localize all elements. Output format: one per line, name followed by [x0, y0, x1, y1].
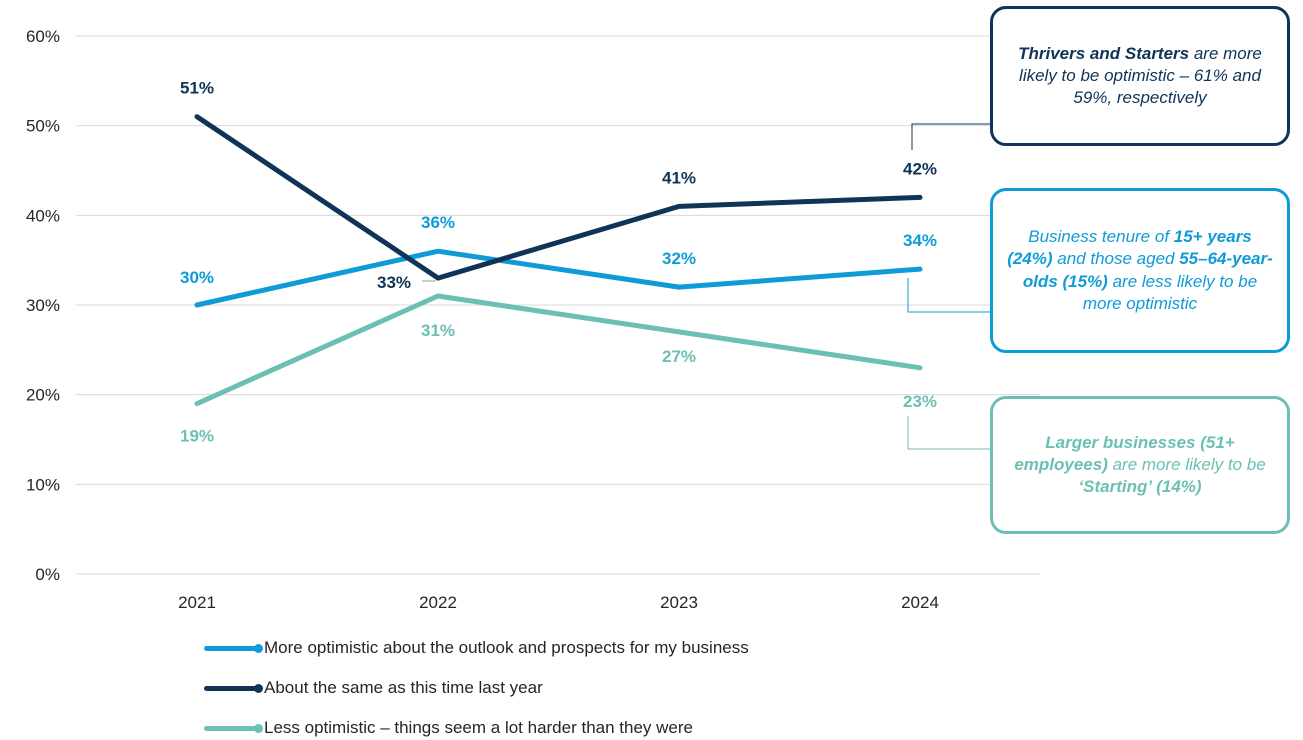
- callout-tenure-text-2: and those aged: [1052, 249, 1180, 269]
- data-label-less-optimistic: 23%: [903, 392, 937, 411]
- callout-larger-bold-2: ‘Starting’ (14%): [1078, 477, 1202, 497]
- legend-swatch-less-optimistic: [204, 723, 263, 733]
- y-tick-label: 50%: [26, 117, 60, 136]
- y-tick-label: 60%: [26, 27, 60, 46]
- callout-larger-bold-1: Larger businesses (51+ employees): [1014, 432, 1235, 474]
- x-tick-label: 2024: [901, 593, 939, 612]
- y-axis-tick-labels: 0% 10% 20% 30% 40% 50% 60%: [26, 27, 60, 584]
- x-tick-label: 2022: [419, 593, 457, 612]
- legend-label-about-same: About the same as this time last year: [264, 678, 543, 697]
- series-line-less-optimistic: [194, 293, 923, 407]
- legend-label-less-optimistic: Less optimistic – things seem a lot hard…: [264, 718, 693, 737]
- legend-swatch-more-optimistic: [204, 643, 263, 653]
- callout-connector-thrivers: [911, 123, 990, 150]
- callout-larger: Larger businesses (51+ employees) are mo…: [990, 396, 1290, 534]
- callout-tenure: Business tenure of 15+ years (24%) and t…: [990, 188, 1290, 353]
- callout-thrivers: Thrivers and Starters are more likely to…: [990, 6, 1290, 146]
- callout-connectors: [422, 123, 990, 450]
- callout-tenure-bold-1: 15+ years (24%): [1007, 227, 1252, 269]
- x-tick-label: 2021: [178, 593, 216, 612]
- y-tick-label: 40%: [26, 206, 60, 225]
- y-tick-label: 30%: [26, 296, 60, 315]
- data-label-more-optimistic: 30%: [180, 268, 214, 287]
- data-labels: 30% 36% 32% 34% 51% 33% 41% 42% 19% 31% 27% 23%: [180, 79, 937, 446]
- callout-tenure-text-3: are less likely to be more optimistic: [1082, 271, 1258, 313]
- legend-item-less-optimistic: Less optimistic – things seem a lot hard…: [204, 716, 693, 740]
- y-tick-label: 0%: [35, 565, 60, 584]
- gridlines: [76, 35, 1040, 575]
- x-axis-tick-labels: 2021 2022 2023 2024: [178, 593, 939, 612]
- legend-item-more-optimistic: More optimistic about the outlook and pr…: [204, 636, 749, 660]
- data-label-less-optimistic: 19%: [180, 427, 214, 446]
- series-line-more-optimistic: [194, 248, 923, 308]
- callout-tenure-text-1: Business tenure of: [1028, 227, 1174, 247]
- x-tick-label: 2023: [660, 593, 698, 612]
- callout-thrivers-bold: Thrivers and Starters: [1018, 43, 1190, 63]
- callout-larger-text: are more likely to be: [1107, 454, 1266, 474]
- data-label-about-same: 51%: [180, 79, 214, 98]
- data-label-about-same: 41%: [662, 168, 696, 187]
- callout-tenure-bold-2: 55–64-year-olds (15%): [1022, 249, 1273, 291]
- series-line-about-same: [194, 114, 923, 281]
- data-label-more-optimistic: 34%: [903, 231, 937, 250]
- legend-swatch-about-same: [204, 683, 263, 693]
- data-label-more-optimistic: 32%: [662, 249, 696, 268]
- callout-thrivers-text: are more likely to be optimistic – 61% a…: [1019, 43, 1262, 108]
- legend-label-more-optimistic: More optimistic about the outlook and pr…: [264, 638, 749, 657]
- y-tick-label: 10%: [26, 475, 60, 494]
- data-label-about-same: 33%: [377, 273, 411, 292]
- data-label-less-optimistic: 27%: [662, 347, 696, 366]
- callout-connector-larger: [907, 416, 990, 450]
- legend-item-about-same: About the same as this time last year: [204, 676, 543, 700]
- callout-connector-tenure: [907, 278, 990, 313]
- data-label-more-optimistic: 36%: [421, 213, 455, 232]
- data-label-less-optimistic: 31%: [421, 321, 455, 340]
- data-label-about-same: 42%: [903, 159, 937, 178]
- series-lines: [194, 114, 923, 407]
- y-tick-label: 20%: [26, 386, 60, 405]
